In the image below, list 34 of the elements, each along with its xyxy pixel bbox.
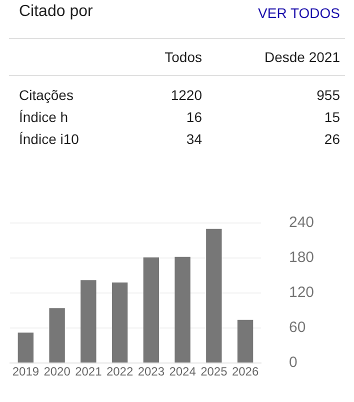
y-tick-label: 0 — [288, 354, 298, 372]
text: 34 — [186, 131, 202, 147]
x-tick-label: 2022 — [106, 364, 134, 379]
text: Índice h — [19, 109, 68, 125]
bar — [237, 320, 254, 362]
bar — [143, 257, 160, 362]
bar — [49, 308, 65, 362]
y-tick-label: 60 — [288, 319, 306, 336]
x-tick-label: 2026 — [232, 364, 259, 379]
bar — [206, 228, 222, 362]
text: Citações — [19, 87, 74, 103]
text: Citado por — [19, 3, 93, 21]
text: Desde 2021 — [264, 49, 340, 65]
y-tick-label: 120 — [288, 284, 314, 302]
y-tick-label: 180 — [288, 249, 314, 266]
text: Todos — [164, 49, 202, 65]
bar — [80, 280, 96, 362]
x-tick-label: 2021 — [75, 364, 102, 379]
text: 955 — [316, 87, 340, 103]
x-tick-label: 2020 — [44, 364, 71, 379]
text: VER TODOS — [258, 5, 340, 21]
x-tick-label: 2023 — [138, 364, 165, 379]
x-tick-label: 2019 — [12, 364, 40, 379]
text: 15 — [324, 109, 340, 125]
text: 16 — [186, 109, 202, 125]
text: 26 — [324, 131, 340, 147]
bar — [112, 282, 128, 362]
y-tick-label: 240 — [288, 214, 314, 232]
bar — [18, 332, 34, 362]
text: Índice i10 — [19, 131, 79, 147]
x-tick-label: 2024 — [169, 364, 196, 379]
bar — [174, 256, 190, 362]
text: 1220 — [170, 87, 202, 103]
x-tick-label: 2025 — [200, 364, 228, 379]
